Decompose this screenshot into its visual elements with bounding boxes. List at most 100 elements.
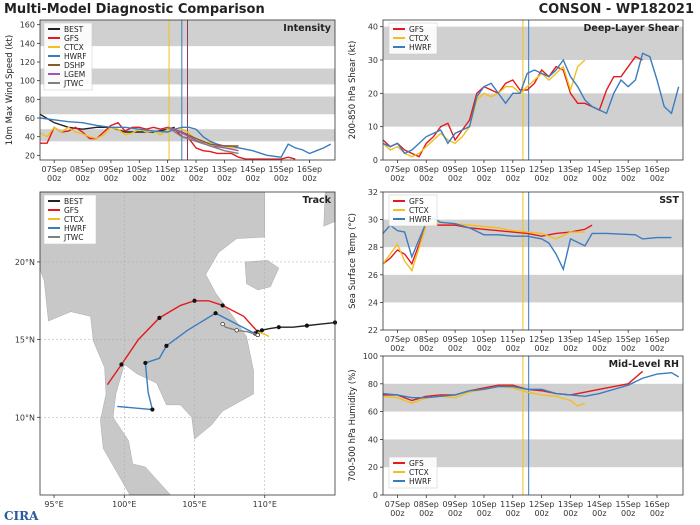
x-tick-date: 14Sep bbox=[587, 165, 612, 174]
x-tick-hour: 00z bbox=[506, 509, 520, 518]
track-line-ctcx bbox=[257, 331, 270, 338]
track-point bbox=[143, 360, 148, 366]
y-tick-label: 80 bbox=[25, 95, 35, 104]
x-tick-hour: 00z bbox=[592, 344, 606, 353]
y-tick-label: 20 bbox=[368, 89, 378, 98]
legend-label: CTCX bbox=[409, 468, 429, 477]
lon-tick-label: 100°E bbox=[112, 500, 136, 509]
panel-title: Intensity bbox=[283, 23, 331, 34]
x-tick-hour: 00z bbox=[75, 174, 89, 183]
legend-label: CTCX bbox=[409, 206, 429, 215]
y-axis-label: 10m Max Wind Speed (kt) bbox=[5, 35, 15, 145]
track-point bbox=[192, 298, 197, 303]
x-tick-date: 07Sep bbox=[385, 335, 410, 344]
x-tick-date: 15Sep bbox=[616, 335, 641, 344]
x-tick-date: 08Sep bbox=[414, 500, 439, 509]
x-tick-hour: 00z bbox=[592, 174, 606, 183]
x-tick-date: 09Sep bbox=[442, 165, 467, 174]
x-tick-hour: 00z bbox=[448, 344, 462, 353]
x-tick-date: 14Sep bbox=[587, 500, 612, 509]
x-tick-hour: 00z bbox=[246, 174, 260, 183]
y-tick-label: 60 bbox=[368, 408, 378, 417]
legend-label: LGEM bbox=[64, 70, 85, 79]
x-tick-hour: 00z bbox=[160, 174, 174, 183]
x-tick-hour: 00z bbox=[650, 344, 664, 353]
track-point bbox=[220, 321, 225, 327]
x-tick-hour: 00z bbox=[47, 174, 61, 183]
legend-label: GFS bbox=[64, 206, 79, 215]
x-tick-date: 15Sep bbox=[268, 165, 293, 174]
sst-panel: 22242628303207Sep00z08Sep00z09Sep00z10Se… bbox=[348, 188, 684, 353]
y-tick-label: 140 bbox=[20, 39, 35, 48]
x-tick-hour: 00z bbox=[217, 174, 231, 183]
x-tick-hour: 00z bbox=[506, 344, 520, 353]
x-tick-hour: 00z bbox=[534, 509, 548, 518]
shade-band bbox=[383, 274, 683, 303]
x-tick-hour: 00z bbox=[419, 509, 433, 518]
panel-title: SST bbox=[659, 195, 679, 206]
x-tick-date: 10Sep bbox=[127, 165, 152, 174]
x-tick-date: 12Sep bbox=[529, 500, 554, 509]
legend-label: GFS bbox=[409, 459, 424, 468]
x-tick-hour: 00z bbox=[448, 509, 462, 518]
x-tick-hour: 00z bbox=[621, 344, 635, 353]
track-point bbox=[276, 325, 281, 330]
lat-tick-label: 10°N bbox=[15, 413, 35, 422]
track-point bbox=[304, 323, 310, 328]
track-point bbox=[255, 332, 260, 338]
x-tick-date: 11Sep bbox=[500, 500, 525, 509]
x-tick-date: 15Sep bbox=[616, 500, 641, 509]
series-line-gfs bbox=[40, 121, 296, 160]
legend-label: JTWC bbox=[63, 233, 83, 242]
x-tick-date: 08Sep bbox=[70, 165, 95, 174]
lon-tick-label: 95°E bbox=[44, 500, 63, 509]
x-tick-hour: 00z bbox=[448, 174, 462, 183]
series-line-gfs bbox=[383, 370, 644, 402]
x-tick-hour: 00z bbox=[419, 344, 433, 353]
series-line-hwrf bbox=[382, 52, 680, 155]
x-tick-date: 07Sep bbox=[385, 500, 410, 509]
track-point bbox=[234, 328, 239, 333]
legend-label: CTCX bbox=[64, 215, 84, 224]
x-tick-hour: 00z bbox=[390, 509, 404, 518]
y-tick-label: 24 bbox=[368, 298, 378, 307]
x-tick-hour: 00z bbox=[563, 509, 577, 518]
x-tick-date: 11Sep bbox=[500, 165, 525, 174]
track-point bbox=[220, 303, 225, 308]
x-tick-date: 11Sep bbox=[500, 335, 525, 344]
x-tick-hour: 00z bbox=[563, 174, 577, 183]
shear-panel: 01020304007Sep00z08Sep00z09Sep00z10Sep00… bbox=[348, 19, 684, 183]
x-tick-date: 14Sep bbox=[240, 165, 265, 174]
x-tick-date: 14Sep bbox=[587, 335, 612, 344]
y-tick-label: 22 bbox=[368, 326, 378, 335]
rh-panel: 02040608010007Sep00z08Sep00z09Sep00z10Se… bbox=[348, 352, 684, 518]
series-line-hwrf bbox=[39, 117, 332, 158]
legend-label: GFS bbox=[64, 34, 79, 43]
x-tick-hour: 00z bbox=[132, 174, 146, 183]
legend-label: GFS bbox=[409, 25, 424, 34]
legend-label: GFS bbox=[409, 197, 424, 206]
track-point bbox=[157, 315, 162, 320]
x-tick-date: 12Sep bbox=[529, 335, 554, 344]
x-tick-date: 13Sep bbox=[558, 335, 583, 344]
track-point bbox=[213, 311, 218, 316]
series-line-gfs bbox=[382, 224, 593, 266]
plot-frame bbox=[382, 19, 684, 161]
x-tick-date: 16Sep bbox=[644, 165, 669, 174]
y-tick-label: 0 bbox=[373, 156, 378, 165]
x-tick-date: 07Sep bbox=[42, 165, 67, 174]
x-tick-hour: 00z bbox=[104, 174, 118, 183]
x-tick-hour: 00z bbox=[534, 174, 548, 183]
land-mass bbox=[244, 260, 280, 291]
y-tick-label: 28 bbox=[368, 243, 378, 252]
legend-label: CTCX bbox=[64, 43, 84, 52]
legend-label: HWRF bbox=[409, 215, 432, 224]
track-line-hwrf bbox=[117, 312, 259, 411]
legend-label: HWRF bbox=[64, 224, 87, 233]
x-tick-hour: 00z bbox=[506, 174, 520, 183]
x-tick-date: 08Sep bbox=[414, 165, 439, 174]
